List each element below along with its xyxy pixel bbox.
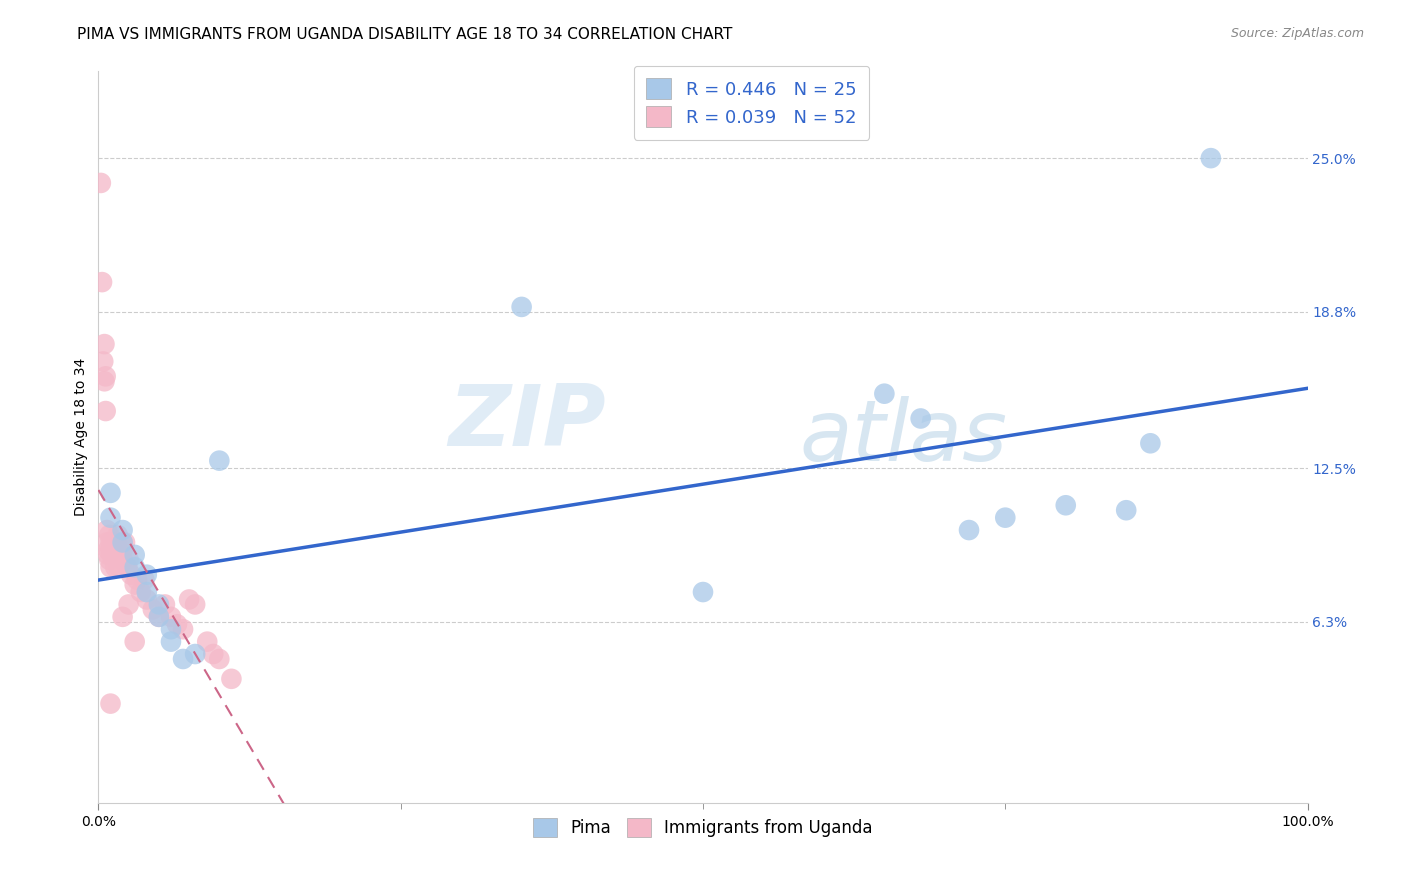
Y-axis label: Disability Age 18 to 34: Disability Age 18 to 34 bbox=[75, 358, 89, 516]
Point bbox=[1139, 436, 1161, 450]
Point bbox=[96, 523, 118, 537]
Point bbox=[100, 542, 122, 557]
Point bbox=[124, 560, 146, 574]
Point bbox=[166, 617, 188, 632]
Point bbox=[111, 535, 134, 549]
Point bbox=[118, 553, 141, 567]
Point bbox=[221, 672, 243, 686]
Point bbox=[208, 652, 231, 666]
Point bbox=[148, 610, 170, 624]
Point bbox=[100, 697, 122, 711]
Point bbox=[108, 548, 131, 562]
Point bbox=[184, 647, 207, 661]
Point bbox=[1054, 498, 1077, 512]
Legend: Pima, Immigrants from Uganda: Pima, Immigrants from Uganda bbox=[524, 810, 882, 846]
Point bbox=[111, 610, 134, 624]
Point bbox=[124, 634, 146, 648]
Point bbox=[111, 535, 134, 549]
Point bbox=[90, 176, 112, 190]
Point bbox=[91, 275, 114, 289]
Point bbox=[100, 510, 122, 524]
Point bbox=[873, 386, 896, 401]
Point bbox=[148, 598, 170, 612]
Point bbox=[100, 560, 122, 574]
Point bbox=[135, 567, 157, 582]
Point bbox=[129, 585, 152, 599]
Point bbox=[124, 577, 146, 591]
Point bbox=[195, 634, 218, 648]
Point bbox=[172, 652, 194, 666]
Point bbox=[124, 548, 146, 562]
Point bbox=[135, 592, 157, 607]
Point bbox=[179, 592, 201, 607]
Text: Source: ZipAtlas.com: Source: ZipAtlas.com bbox=[1230, 27, 1364, 40]
Point bbox=[160, 622, 183, 636]
Point bbox=[94, 404, 117, 418]
Text: PIMA VS IMMIGRANTS FROM UGANDA DISABILITY AGE 18 TO 34 CORRELATION CHART: PIMA VS IMMIGRANTS FROM UGANDA DISABILIT… bbox=[77, 27, 733, 42]
Point bbox=[160, 610, 183, 624]
Point bbox=[98, 528, 121, 542]
Point bbox=[96, 535, 118, 549]
Text: ZIP: ZIP bbox=[449, 381, 606, 464]
Point bbox=[98, 553, 121, 567]
Point bbox=[142, 602, 165, 616]
Point bbox=[117, 560, 139, 574]
Point bbox=[134, 573, 156, 587]
Point bbox=[118, 598, 141, 612]
Point bbox=[160, 634, 183, 648]
Point bbox=[127, 573, 149, 587]
Point bbox=[1199, 151, 1222, 165]
Point bbox=[100, 548, 122, 562]
Point bbox=[91, 354, 114, 368]
Point bbox=[184, 598, 207, 612]
Point bbox=[510, 300, 533, 314]
Point bbox=[692, 585, 714, 599]
Point bbox=[957, 523, 980, 537]
Point bbox=[108, 560, 131, 574]
Point bbox=[111, 542, 134, 557]
Point bbox=[103, 548, 125, 562]
Point bbox=[94, 369, 117, 384]
Point bbox=[100, 486, 122, 500]
Point bbox=[910, 411, 932, 425]
Point bbox=[100, 535, 122, 549]
Point bbox=[208, 453, 231, 467]
Point bbox=[120, 567, 142, 582]
Point bbox=[994, 510, 1017, 524]
Point bbox=[97, 542, 120, 557]
Point bbox=[97, 548, 120, 562]
Point bbox=[93, 374, 115, 388]
Point bbox=[153, 598, 176, 612]
Point bbox=[93, 337, 115, 351]
Point bbox=[111, 553, 134, 567]
Point bbox=[135, 585, 157, 599]
Point bbox=[148, 610, 170, 624]
Point bbox=[111, 523, 134, 537]
Point bbox=[104, 560, 127, 574]
Point bbox=[101, 535, 124, 549]
Point bbox=[107, 528, 129, 542]
Point bbox=[202, 647, 225, 661]
Point bbox=[114, 535, 136, 549]
Text: atlas: atlas bbox=[800, 395, 1008, 479]
Point bbox=[1115, 503, 1137, 517]
Point bbox=[172, 622, 194, 636]
Point bbox=[105, 535, 128, 549]
